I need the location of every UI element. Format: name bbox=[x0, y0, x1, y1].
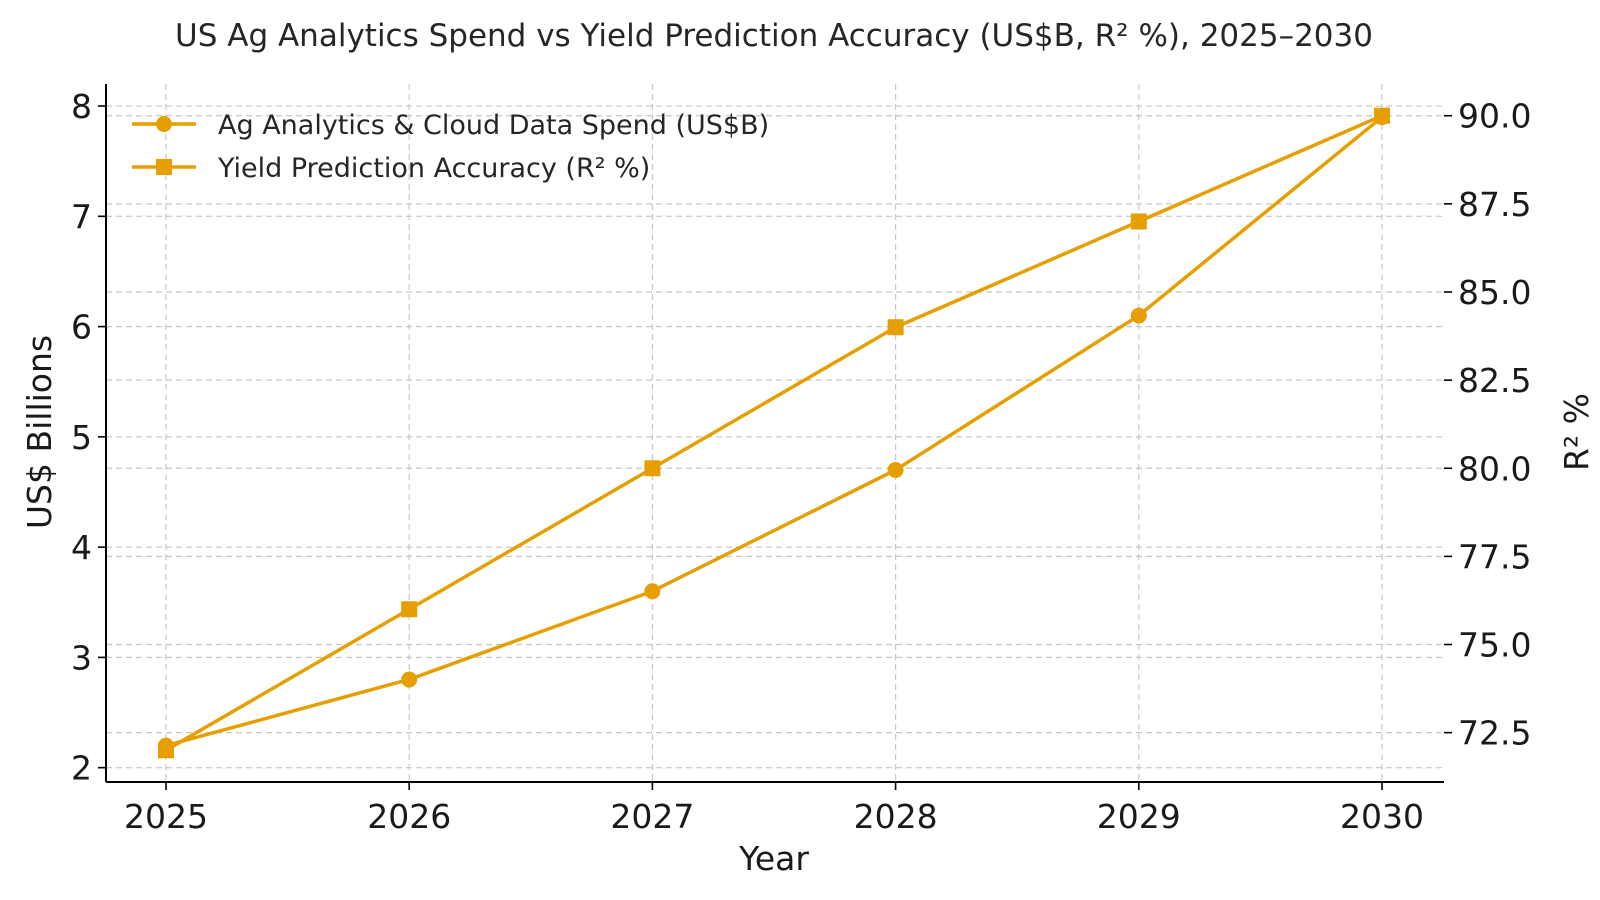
chart-title: US Ag Analytics Spend vs Yield Predictio… bbox=[175, 18, 1373, 54]
y-left-tick-label: 6 bbox=[71, 308, 92, 347]
x-tick-label: 2027 bbox=[610, 797, 694, 836]
series-2-point bbox=[887, 319, 904, 336]
x-tick-label: 2025 bbox=[124, 797, 208, 836]
series-1-point bbox=[644, 583, 661, 600]
legend: Ag Analytics & Cloud Data Spend (US$B) Yi… bbox=[132, 110, 769, 184]
y-left-tick-label: 3 bbox=[71, 638, 92, 677]
y-axis-left-label: US$ Billions bbox=[20, 335, 59, 529]
y-right-tick-label: 75.0 bbox=[1458, 626, 1531, 665]
y-left-tick-label: 8 bbox=[71, 87, 92, 126]
series-line-2 bbox=[164, 113, 1384, 753]
x-axis-label: Year bbox=[738, 839, 809, 878]
legend-circle-marker bbox=[156, 116, 172, 132]
y-left-tick-label: 7 bbox=[71, 197, 92, 236]
x-tick-label: 2026 bbox=[367, 797, 451, 836]
series-2-point bbox=[158, 742, 174, 759]
series-2-point bbox=[1374, 107, 1390, 124]
y-left-tick-label: 4 bbox=[71, 528, 92, 567]
x-tick-label: 2028 bbox=[854, 797, 938, 836]
y-axis-right-label: R² % bbox=[1557, 393, 1596, 471]
y-left-tick-label: 5 bbox=[71, 418, 92, 457]
legend-label: Yield Prediction Accuracy (R² %) bbox=[217, 153, 650, 184]
y-right-tick-label: 90.0 bbox=[1458, 97, 1531, 136]
y-right-tick-label: 85.0 bbox=[1458, 273, 1531, 312]
series-1-point bbox=[1130, 307, 1147, 324]
x-tick-label: 2029 bbox=[1097, 797, 1181, 836]
series-layer bbox=[158, 107, 1390, 759]
y-right-tick-label: 77.5 bbox=[1458, 537, 1531, 576]
series-2-point bbox=[401, 601, 418, 618]
series-2-point bbox=[644, 460, 661, 477]
grid-layer bbox=[106, 84, 1444, 782]
y-left-tick-label: 2 bbox=[71, 749, 92, 788]
y-right-tick-label: 87.5 bbox=[1458, 185, 1531, 224]
legend-label: Ag Analytics & Cloud Data Spend (US$B) bbox=[218, 110, 769, 141]
legend-square-marker bbox=[156, 159, 172, 175]
axes-layer: 2025 2026 2027 2028 2029 2030 2 3 4 5 6 7 8 72.5 75.0 7… bbox=[71, 84, 1531, 836]
series-line-1 bbox=[164, 115, 1384, 748]
series-2-point bbox=[1130, 213, 1147, 230]
y-right-tick-label: 72.5 bbox=[1458, 714, 1531, 753]
series-1-point bbox=[887, 461, 904, 478]
series-1-point bbox=[401, 671, 418, 688]
x-tick-label: 2030 bbox=[1340, 797, 1424, 836]
y-right-tick-label: 82.5 bbox=[1458, 361, 1531, 400]
y-right-tick-label: 80.0 bbox=[1458, 449, 1531, 488]
